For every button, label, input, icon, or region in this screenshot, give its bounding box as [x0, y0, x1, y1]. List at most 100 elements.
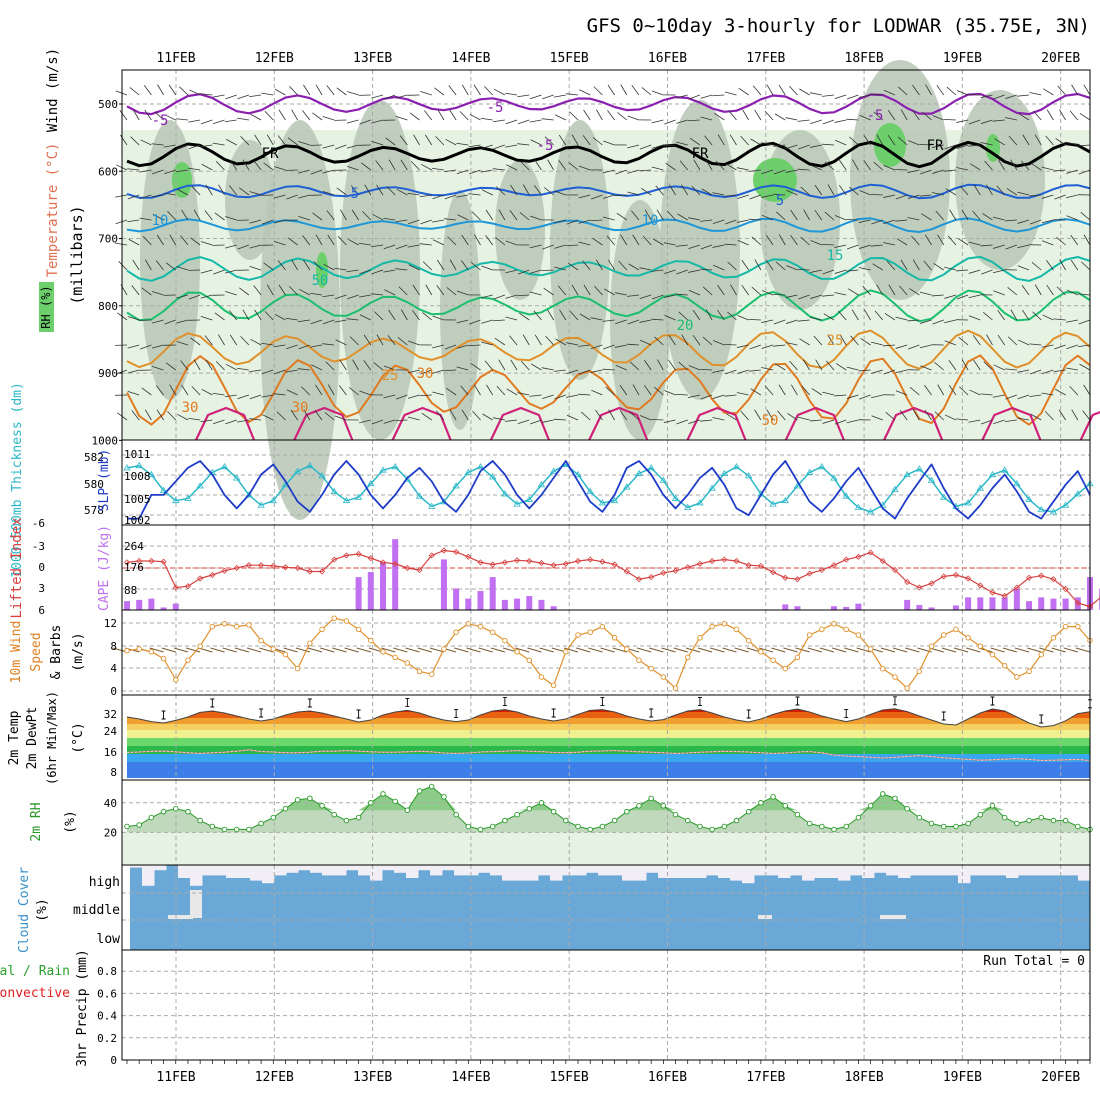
- cloud-high-gap: [826, 865, 839, 878]
- wind-barb: [937, 384, 945, 396]
- wind-barb: [493, 294, 506, 300]
- wind-barb: [846, 366, 859, 371]
- wind-barb: [498, 209, 506, 221]
- wind-barb: [554, 266, 566, 271]
- wind-barb: [362, 211, 372, 221]
- wind-barb: [620, 84, 628, 96]
- wind-label-3: & Barbs: [49, 625, 64, 680]
- wind-barb: [493, 417, 505, 421]
- wind-barb: [496, 385, 506, 396]
- wind-barb: [188, 167, 201, 171]
- wind-barb: [492, 168, 505, 171]
- wind-barb: [627, 144, 640, 149]
- wind-barb: [383, 217, 396, 221]
- wind-barb: [993, 94, 1005, 100]
- wind-barb: [651, 269, 664, 272]
- lifted-index-point: [1025, 574, 1033, 581]
- wind-barb: [167, 411, 177, 421]
- wind-barb: [700, 116, 713, 121]
- wind-barb: [870, 193, 883, 196]
- wind-barb: [691, 185, 701, 196]
- wind-barb: [676, 119, 688, 124]
- thickness-point: [306, 461, 314, 469]
- wind-barb: [1006, 188, 1018, 196]
- thickness-point: [1000, 466, 1009, 473]
- wind-barb: [261, 342, 274, 346]
- temp-max-marker: [1039, 714, 1044, 724]
- thickness-point: [903, 470, 911, 478]
- rh2m-point: [270, 814, 277, 821]
- rh2m-point: [611, 817, 618, 824]
- wind-barb: [850, 335, 859, 346]
- wind-barb: [506, 164, 518, 171]
- wind-barb-surface: [515, 647, 530, 653]
- wind-barb: [278, 284, 286, 296]
- wind-barb: [191, 386, 201, 396]
- wind-barb: [322, 191, 335, 196]
- temp-max-marker: [649, 708, 654, 718]
- wind-barb: [1078, 344, 1091, 348]
- wind-barb: [422, 312, 432, 321]
- wind-barb: [456, 319, 469, 324]
- wind-barb: [480, 341, 493, 346]
- wind-label-2: Speed: [29, 632, 44, 671]
- cloud-high-gap: [502, 865, 515, 881]
- wind-barb: [614, 194, 627, 197]
- wind-barb: [388, 309, 396, 321]
- wind-barb: [858, 219, 871, 223]
- rh2m-point: [855, 814, 862, 821]
- wind-barb: [627, 169, 640, 174]
- thickness-point: [549, 467, 558, 474]
- wind-label: Wind (m/s): [45, 48, 61, 132]
- wind-speed-point: [770, 657, 776, 663]
- wind-barb: [737, 315, 749, 321]
- wind-barb: [1078, 319, 1091, 325]
- wind-barb: [737, 369, 749, 374]
- wind-barb: [263, 262, 274, 271]
- cloud-high-gap: [682, 865, 695, 878]
- wind-barb: [444, 369, 457, 372]
- wind-speed-point: [733, 626, 740, 633]
- wind-barb: [444, 169, 457, 173]
- wind-barb: [590, 369, 603, 373]
- wind-barb: [200, 144, 213, 148]
- wind-barb: [395, 268, 408, 271]
- wind-barb: [385, 137, 396, 146]
- lifted-index-point: [209, 571, 216, 579]
- wind-barb: [778, 84, 786, 96]
- thickness-point: [245, 491, 253, 498]
- wind-barb: [713, 340, 725, 346]
- wind-barb: [654, 336, 664, 346]
- cloud-high-gap: [454, 865, 467, 876]
- lifted-index-point: [489, 561, 496, 568]
- contour-label: 5: [776, 193, 784, 209]
- wind-speed-point: [721, 621, 728, 627]
- wind-barb: [359, 314, 371, 321]
- wind-speed-point: [831, 621, 837, 627]
- cloud-high-gap: [706, 865, 719, 876]
- wind-barb: [846, 94, 859, 100]
- wind-barb: [627, 191, 640, 196]
- wind-barb: [358, 242, 371, 246]
- cape-bar: [855, 603, 862, 610]
- wind-barb: [1005, 394, 1017, 400]
- wind-barb: [899, 410, 908, 421]
- wind-barb-surface: [563, 647, 579, 653]
- wind-barb-surface: [381, 647, 396, 653]
- wind-barb: [1029, 219, 1042, 225]
- wind-barb: [809, 92, 822, 96]
- cloud-high-gap: [622, 865, 635, 881]
- wind-barb: [883, 369, 896, 375]
- wind-barb: [1043, 88, 1054, 96]
- wind-barb: [809, 144, 822, 148]
- cloud-high-gap: [598, 865, 611, 876]
- lifted-index-point: [562, 560, 569, 567]
- wind-barb: [931, 192, 944, 196]
- wind-speed-point: [233, 623, 240, 630]
- contour-label: 25: [382, 368, 399, 384]
- lifted-index-point: [148, 557, 155, 565]
- thickness-point: [220, 463, 229, 470]
- wind-barb: [785, 342, 798, 346]
- wind-barb: [959, 185, 969, 196]
- cloud-high-gap: [586, 865, 599, 873]
